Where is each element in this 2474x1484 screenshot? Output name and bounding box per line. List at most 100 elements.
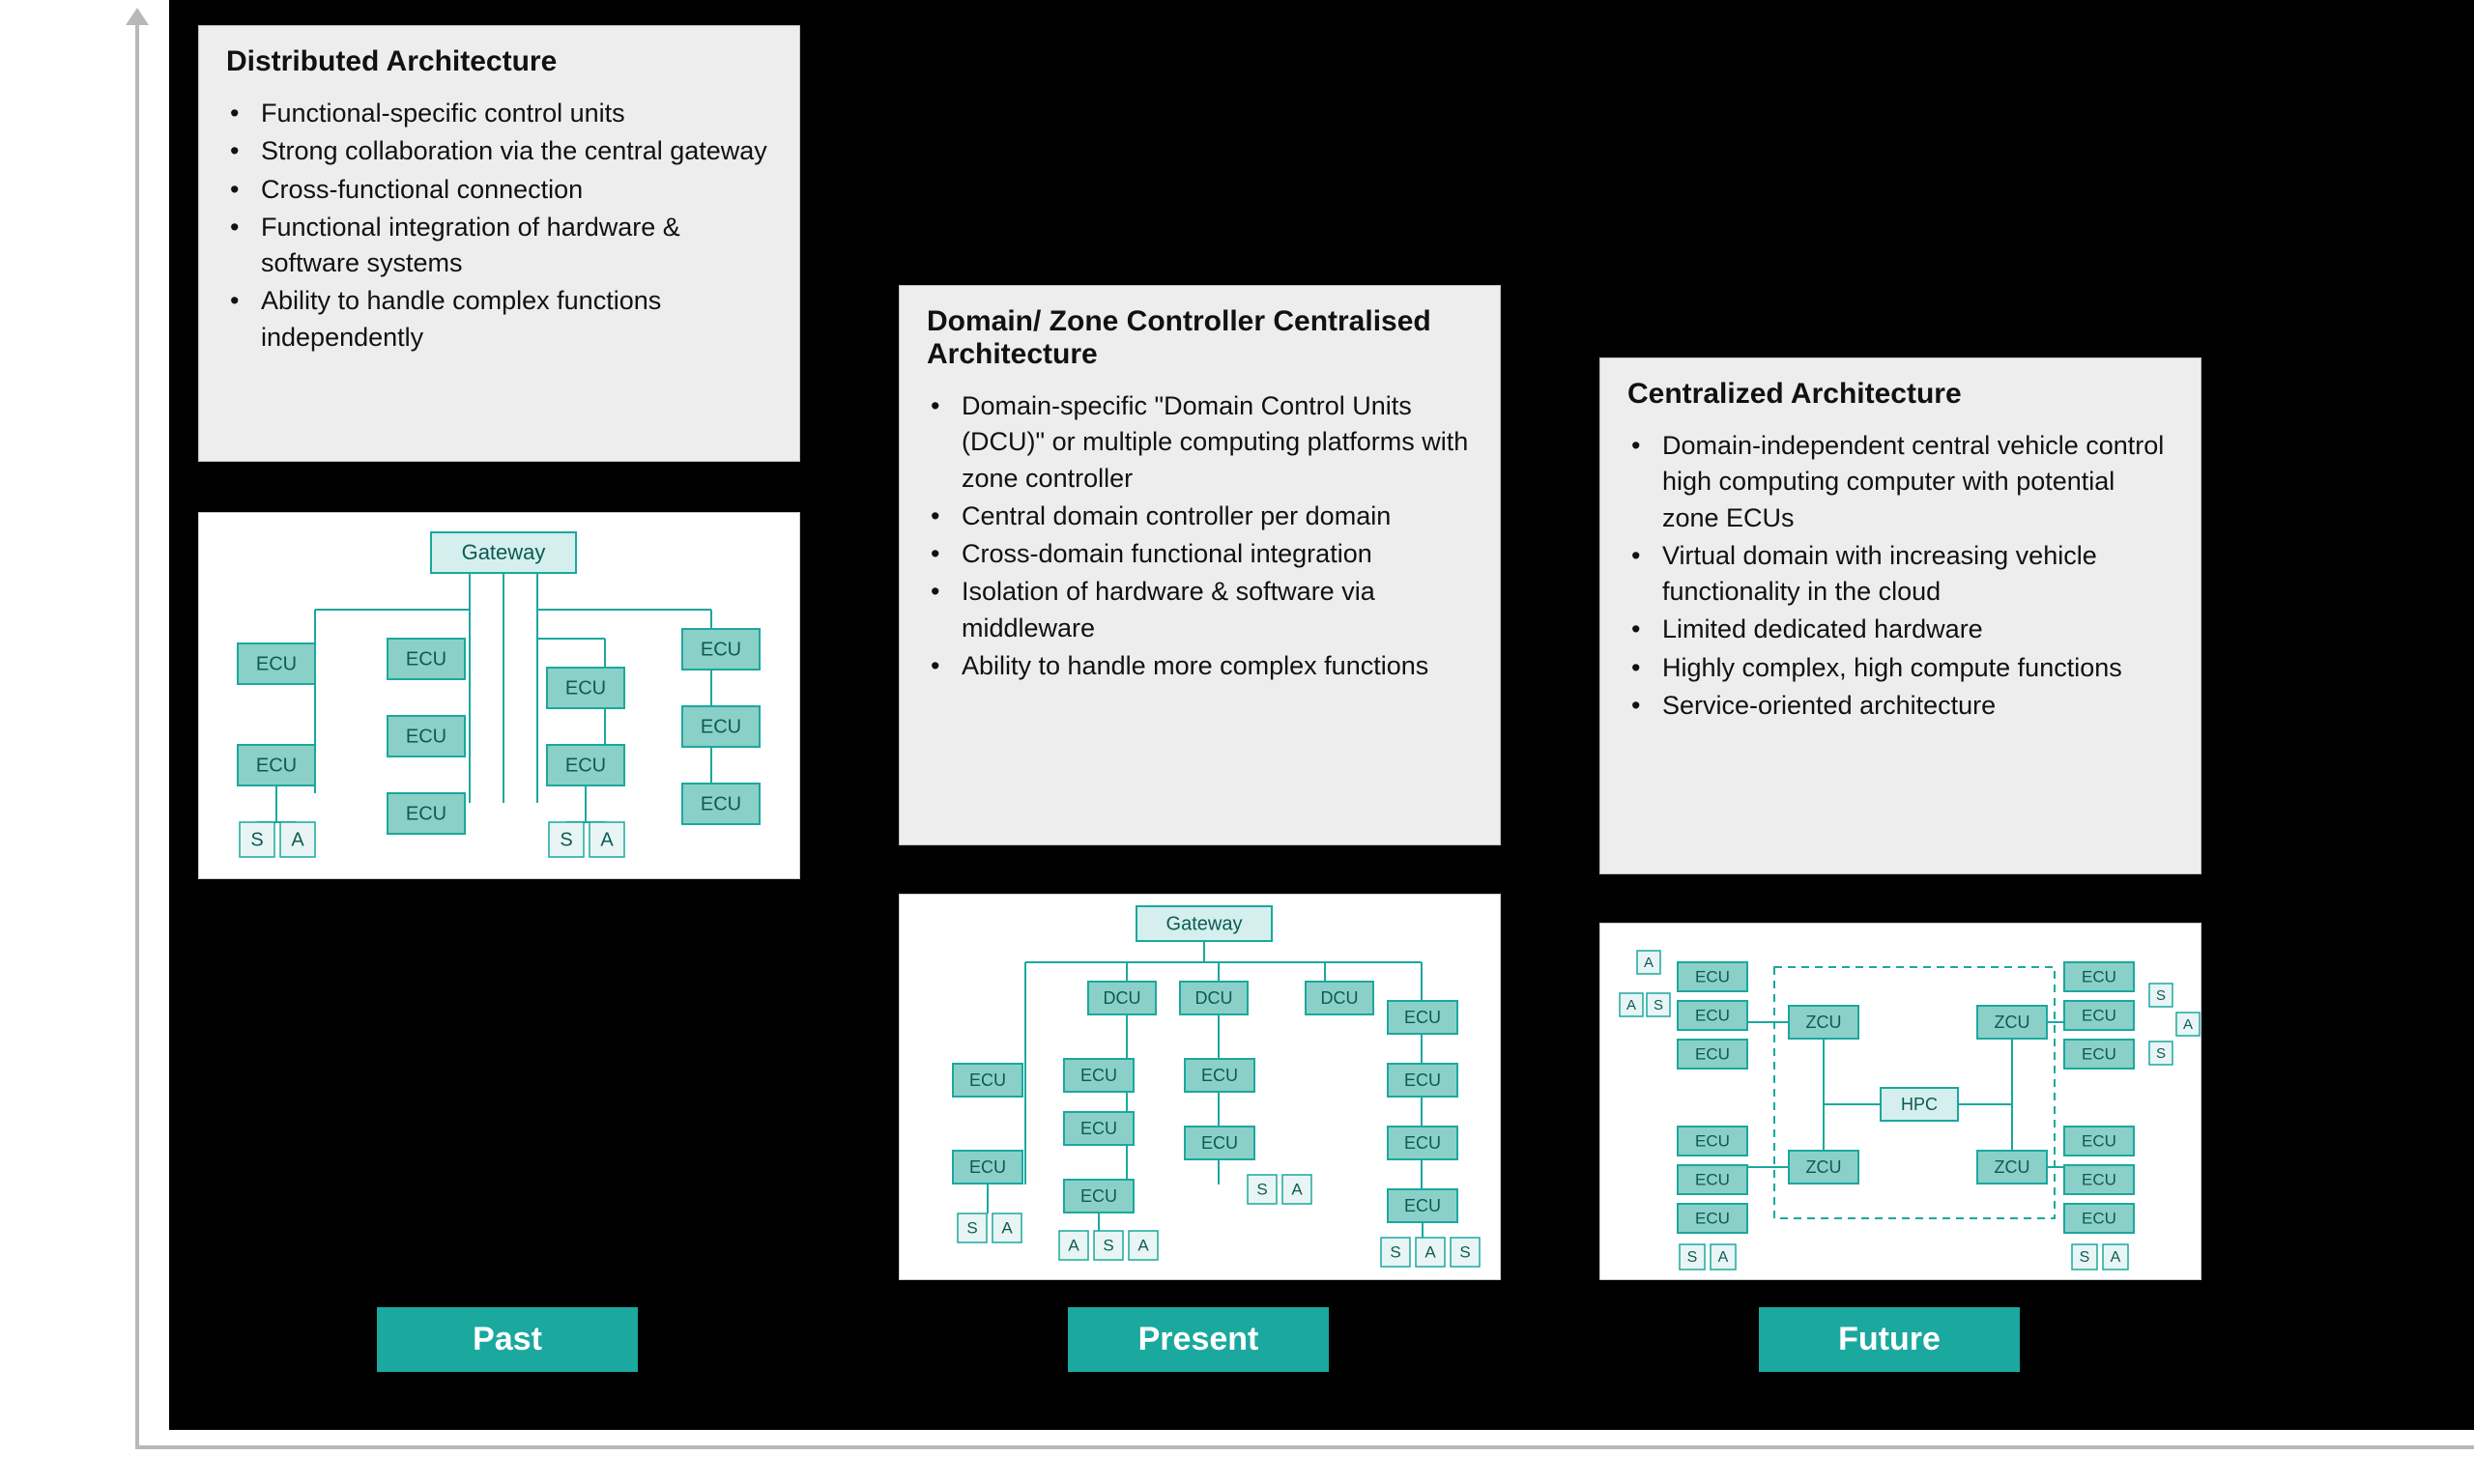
stage: Distributed Architecture Functional-spec…: [169, 0, 2474, 1430]
svg-text:ECU: ECU: [1404, 1133, 1441, 1153]
svg-text:S: S: [966, 1218, 977, 1237]
svg-text:S: S: [1256, 1180, 1267, 1198]
svg-text:S: S: [560, 829, 572, 850]
svg-text:HPC: HPC: [1901, 1095, 1938, 1114]
card-future: Centralized Architecture Domain-independ…: [1599, 357, 2201, 874]
svg-text:ECU: ECU: [406, 803, 446, 824]
svg-text:DCU: DCU: [1195, 988, 1233, 1008]
svg-text:ECU: ECU: [406, 648, 446, 670]
time-label-present: Present: [1068, 1307, 1329, 1372]
svg-text:A: A: [2111, 1249, 2121, 1266]
svg-text:ECU: ECU: [1695, 1131, 1730, 1150]
card-past-list: Functional-specific control units Strong…: [226, 96, 772, 356]
svg-text:ECU: ECU: [1201, 1133, 1238, 1153]
svg-text:A: A: [1001, 1218, 1013, 1237]
svg-text:ECU: ECU: [1695, 1209, 1730, 1227]
svg-text:DCU: DCU: [1321, 988, 1359, 1008]
svg-text:A: A: [2183, 1016, 2193, 1033]
y-axis-line: [135, 19, 139, 1449]
svg-text:ECU: ECU: [1404, 1070, 1441, 1090]
list-item: Strong collaboration via the central gat…: [261, 133, 772, 169]
time-label-future: Future: [1759, 1307, 2020, 1372]
svg-text:ECU: ECU: [256, 653, 297, 674]
svg-text:ECU: ECU: [2082, 1006, 2116, 1024]
svg-text:S: S: [1459, 1242, 1470, 1261]
svg-text:ECU: ECU: [2082, 1131, 2116, 1150]
svg-text:ECU: ECU: [969, 1070, 1006, 1090]
diagram-future: HPC ZCU ZCU ZCU ZCU ECU ECU ECU ECU ECU …: [1599, 923, 2201, 1280]
svg-text:ECU: ECU: [701, 716, 741, 737]
diagram-present: Gateway DCU DCU DCU ECU ECU ECU ECU ECU …: [899, 894, 1501, 1280]
svg-text:ECU: ECU: [1201, 1066, 1238, 1085]
list-item: Domain-specific "Domain Control Units (D…: [962, 388, 1473, 497]
svg-text:ECU: ECU: [701, 793, 741, 814]
svg-text:ECU: ECU: [1404, 1196, 1441, 1215]
card-future-list: Domain-independent central vehicle contr…: [1627, 428, 2173, 724]
svg-text:ECU: ECU: [2082, 1044, 2116, 1063]
card-past: Distributed Architecture Functional-spec…: [198, 25, 800, 462]
svg-text:ECU: ECU: [2082, 967, 2116, 985]
svg-text:A: A: [1718, 1249, 1729, 1266]
x-axis-line: [135, 1445, 2474, 1449]
svg-text:S: S: [1103, 1236, 1113, 1254]
svg-text:A: A: [600, 829, 614, 850]
svg-text:ECU: ECU: [2082, 1209, 2116, 1227]
card-present-list: Domain-specific "Domain Control Units (D…: [927, 388, 1473, 684]
svg-text:DCU: DCU: [1104, 988, 1141, 1008]
list-item: Highly complex, high compute functions: [1662, 650, 2173, 686]
svg-text:ECU: ECU: [565, 755, 606, 776]
card-past-title: Distributed Architecture: [226, 45, 772, 78]
svg-text:ECU: ECU: [1695, 1006, 1730, 1024]
svg-text:ECU: ECU: [701, 639, 741, 660]
card-future-title: Centralized Architecture: [1627, 378, 2173, 411]
svg-text:ECU: ECU: [1695, 967, 1730, 985]
list-item: Cross-functional connection: [261, 172, 772, 208]
svg-text:ZCU: ZCU: [1995, 1013, 2030, 1032]
svg-text:ZCU: ZCU: [1806, 1157, 1842, 1177]
card-present: Domain/ Zone Controller Centralised Arch…: [899, 285, 1501, 845]
list-item: Domain-independent central vehicle contr…: [1662, 428, 2173, 536]
list-item: Cross-domain functional integration: [962, 536, 1473, 572]
svg-text:S: S: [1654, 997, 1663, 1013]
svg-text:ECU: ECU: [1695, 1044, 1730, 1063]
svg-text:ECU: ECU: [256, 755, 297, 776]
svg-text:Gateway: Gateway: [462, 540, 546, 564]
card-present-title: Domain/ Zone Controller Centralised Arch…: [927, 305, 1473, 371]
time-label-past: Past: [377, 1307, 638, 1372]
list-item: Functional integration of hardware & sof…: [261, 210, 772, 282]
svg-text:S: S: [250, 829, 263, 850]
diagram-past: Gateway ECU ECU: [198, 512, 800, 879]
list-item: Virtual domain with increasing vehicle f…: [1662, 538, 2173, 611]
y-axis-arrow-icon: [126, 8, 149, 25]
list-item: Service-oriented architecture: [1662, 688, 2173, 724]
list-item: Limited dedicated hardware: [1662, 612, 2173, 647]
svg-text:ZCU: ZCU: [1806, 1013, 1842, 1032]
svg-text:A: A: [1644, 955, 1654, 971]
list-item: Ability to handle more complex functions: [962, 648, 1473, 684]
list-item: Central domain controller per domain: [962, 499, 1473, 534]
svg-text:ECU: ECU: [1404, 1008, 1441, 1027]
svg-text:Gateway: Gateway: [1166, 913, 1243, 934]
svg-text:A: A: [291, 829, 304, 850]
list-item: Isolation of hardware & software via mid…: [962, 574, 1473, 646]
svg-text:ECU: ECU: [565, 677, 606, 699]
svg-text:ECU: ECU: [969, 1157, 1006, 1177]
svg-text:ECU: ECU: [1080, 1119, 1117, 1138]
svg-text:S: S: [1390, 1242, 1400, 1261]
svg-text:ZCU: ZCU: [1995, 1157, 2030, 1177]
svg-text:A: A: [1068, 1236, 1079, 1254]
list-item: Ability to handle complex functions inde…: [261, 283, 772, 356]
svg-text:ECU: ECU: [2082, 1170, 2116, 1188]
svg-text:S: S: [2080, 1249, 2090, 1266]
svg-text:S: S: [2156, 987, 2166, 1004]
svg-text:A: A: [1291, 1180, 1303, 1198]
svg-text:S: S: [1687, 1249, 1698, 1266]
list-item: Functional-specific control units: [261, 96, 772, 131]
svg-text:ECU: ECU: [406, 726, 446, 747]
svg-text:ECU: ECU: [1080, 1186, 1117, 1206]
svg-text:A: A: [1626, 997, 1636, 1013]
svg-text:ECU: ECU: [1695, 1170, 1730, 1188]
svg-text:ECU: ECU: [1080, 1066, 1117, 1085]
svg-text:A: A: [1424, 1242, 1436, 1261]
svg-text:S: S: [2156, 1045, 2166, 1062]
